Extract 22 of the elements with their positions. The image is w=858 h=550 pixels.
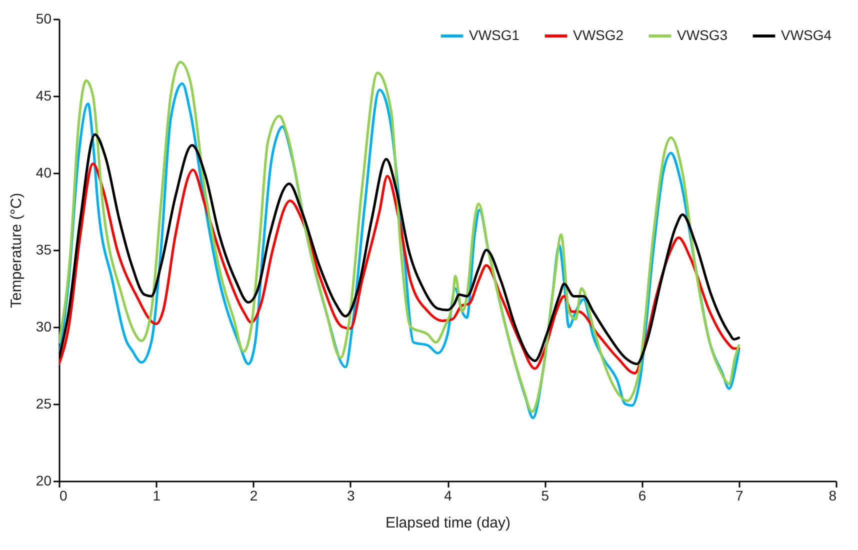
x-tick-label: 8 (828, 488, 837, 504)
y-tick-label: 25 (36, 396, 52, 412)
x-tick-label: 6 (638, 488, 646, 504)
y-tick-label: 35 (36, 242, 52, 258)
y-tick-label: 45 (36, 88, 52, 104)
x-tick-label: 1 (152, 488, 161, 504)
x-tick-label: 3 (346, 488, 355, 504)
legend-label: VWSG4 (781, 27, 832, 43)
x-axis-title: Elapsed time (day) (385, 514, 511, 532)
y-tick-label: 50 (36, 10, 52, 26)
y-tick-label: 30 (36, 318, 52, 334)
x-tick-label: 5 (541, 488, 550, 504)
x-tick-label: 4 (444, 488, 452, 504)
y-tick-label: 40 (36, 164, 52, 180)
legend-label: VWSG3 (677, 27, 728, 43)
x-tick-label: 7 (735, 488, 744, 504)
x-tick-label: 2 (250, 488, 258, 504)
x-tick-label: 0 (60, 488, 68, 504)
y-axis-title: Temperature (°C) (8, 192, 25, 308)
legend-label: VWSG1 (469, 27, 520, 43)
legend-label: VWSG2 (573, 27, 624, 43)
y-tick-label: 20 (36, 472, 52, 488)
